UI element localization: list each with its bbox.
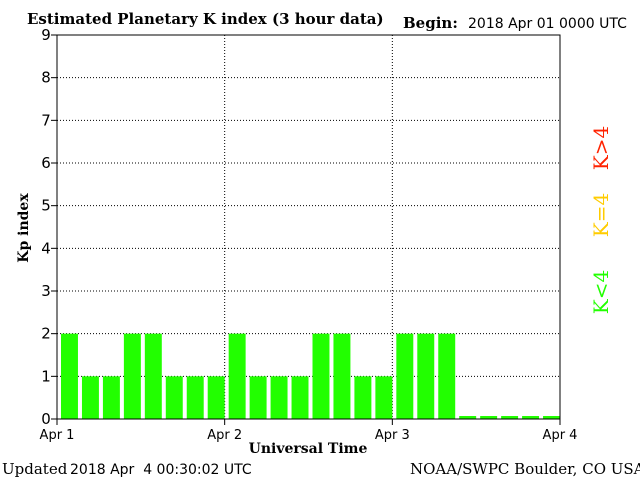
updated-label: Updated — [2, 460, 68, 478]
legend: K>4 K=4 K<4 — [589, 126, 613, 314]
kp-bar — [459, 416, 477, 419]
begin-value: 2018 Apr 01 0000 UTC — [468, 16, 627, 32]
kp-bar — [249, 376, 267, 419]
updated-value: 2018 Apr 4 00:30:02 UTC — [70, 462, 252, 478]
kp-bar — [207, 376, 225, 419]
kp-bar — [501, 416, 519, 419]
header: Estimated Planetary K index (3 hour data… — [27, 10, 627, 32]
x-tick-label: Apr 1 — [40, 428, 75, 443]
y-axis-ticks: 0 1 2 3 4 5 6 7 8 9 — [41, 26, 57, 428]
kp-bar — [186, 376, 204, 419]
y-axis-label: Kp index — [16, 193, 32, 263]
bars — [61, 333, 560, 419]
kp-bar — [375, 376, 393, 419]
kp-bar — [438, 333, 456, 419]
x-axis-ticks: Apr 1 Apr 2 Apr 3 Apr 4 — [40, 419, 578, 443]
x-tick-label: Apr 3 — [375, 428, 410, 443]
footer: Updated 2018 Apr 4 00:30:02 UTC NOAA/SWP… — [2, 460, 640, 478]
grid — [57, 35, 560, 419]
y-tick-label: 6 — [41, 154, 51, 172]
y-tick-label: 8 — [41, 69, 51, 87]
x-tick-label: Apr 2 — [207, 428, 242, 443]
kp-bar — [102, 376, 120, 419]
y-tick-label: 9 — [41, 26, 51, 44]
x-tick-label: Apr 4 — [543, 428, 578, 443]
kp-bar — [522, 416, 540, 419]
y-tick-label: 7 — [41, 111, 51, 129]
legend-equal: K=4 — [589, 193, 613, 237]
kp-bar — [61, 333, 78, 419]
kp-bar — [291, 376, 309, 419]
kp-bar — [354, 376, 372, 419]
y-tick-label: 5 — [41, 197, 51, 215]
legend-high: K>4 — [589, 126, 613, 170]
y-tick-label: 4 — [41, 239, 51, 257]
y-tick-label: 3 — [41, 282, 51, 300]
kp-bar — [417, 333, 435, 419]
kp-bar — [543, 416, 560, 419]
y-tick-label: 1 — [41, 367, 51, 385]
x-axis-label: Universal Time — [249, 441, 368, 457]
kp-bar — [312, 333, 330, 419]
kp-bar — [228, 333, 246, 419]
chart-title: Estimated Planetary K index (3 hour data… — [27, 10, 384, 28]
kp-bar — [165, 376, 183, 419]
begin-label: Begin: — [403, 14, 458, 32]
kp-bar — [396, 333, 414, 419]
kp-bar — [480, 416, 498, 419]
legend-low: K<4 — [589, 270, 613, 314]
y-tick-label: 2 — [41, 325, 51, 343]
kp-bar — [270, 376, 288, 419]
source-credit: NOAA/SWPC Boulder, CO USA — [410, 460, 640, 478]
kp-bar — [144, 333, 162, 419]
kp-bar — [333, 333, 351, 419]
y-tick-label: 0 — [41, 410, 51, 428]
kp-bar — [123, 333, 141, 419]
plot-frame — [56, 34, 561, 420]
kp-bar — [81, 376, 99, 419]
